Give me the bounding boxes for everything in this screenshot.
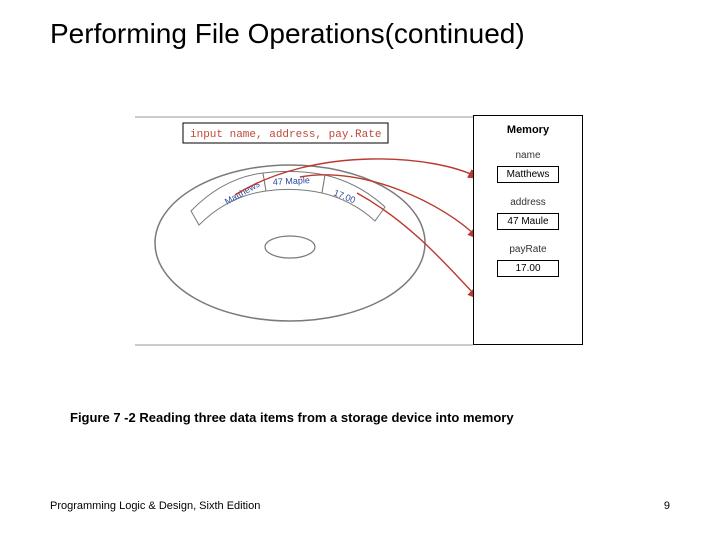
memory-label-name: name [474,150,582,161]
memory-value-payrate: 17.00 [497,260,559,277]
memory-field-address: address 47 Maule [474,197,582,230]
input-statement-text: input name, address, pay.Rate [190,129,381,141]
memory-field-payrate: payRate 17.00 [474,244,582,277]
memory-label-address: address [474,197,582,208]
memory-value-address: 47 Maule [497,213,559,230]
memory-value-name: Matthews [497,166,559,183]
figure-caption: Figure 7 -2 Reading three data items fro… [70,410,514,425]
memory-panel: Memory name Matthews address 47 Maule pa… [473,115,583,345]
slide-title: Performing File Operations(continued) [50,18,525,50]
disk-hub [265,236,315,258]
memory-title: Memory [474,124,582,136]
memory-field-name: name Matthews [474,150,582,183]
footer-book-title: Programming Logic & Design, Sixth Editio… [50,500,260,512]
footer-page-number: 9 [664,500,670,512]
figure-7-2: input name, address, pay.Rate Matthews 4… [135,115,593,355]
memory-label-payrate: payRate [474,244,582,255]
